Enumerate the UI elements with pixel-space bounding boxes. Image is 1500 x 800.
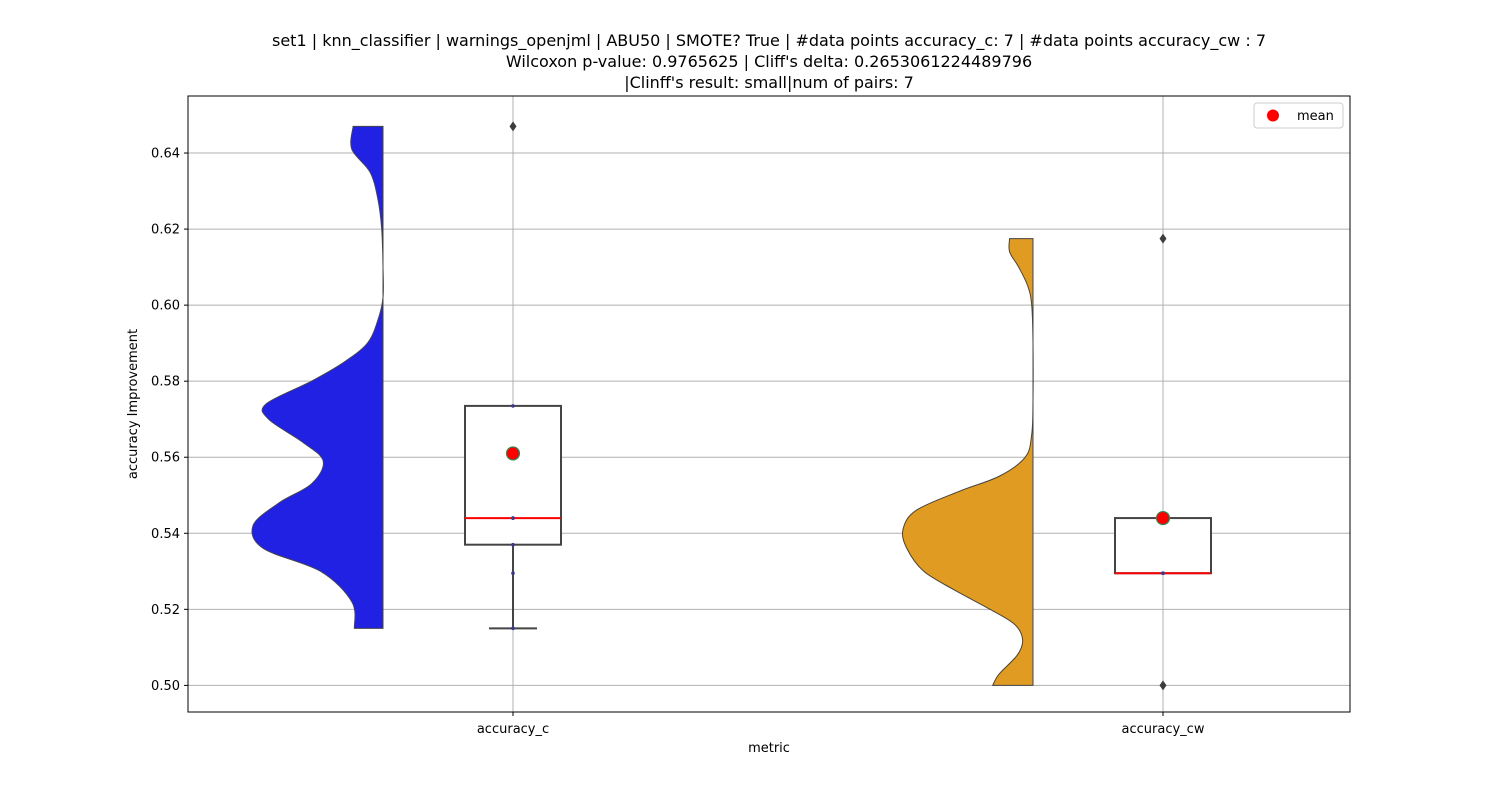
- mean-marker-accuracy_cw: [1155, 510, 1171, 526]
- y-tick-label: 0.54: [151, 527, 180, 542]
- legend-mean-label: mean: [1297, 109, 1334, 124]
- data-point-accuracy_cw: [1161, 571, 1165, 576]
- outlier-accuracy_c: [509, 121, 517, 132]
- violin-accuracy_c: [251, 125, 384, 629]
- legend-mean-marker: [1267, 109, 1279, 122]
- legend-frame: [1253, 102, 1344, 129]
- y-tick-label: 0.58: [151, 375, 180, 390]
- box-accuracy_c: [464, 404, 562, 546]
- x-axis-label: metric: [748, 741, 790, 756]
- mean-marker-accuracy_c: [505, 446, 521, 461]
- boxplots: [464, 121, 1212, 691]
- data-point-accuracy_c: [511, 542, 515, 547]
- y-axis-label: accuracy Improvement: [126, 329, 141, 479]
- chart-title-line-3: |Clinff's result: small|num of pairs: 7: [624, 73, 914, 92]
- violin-accuracy_cw: [901, 238, 1034, 686]
- legend: mean: [1253, 102, 1344, 129]
- plot-frame: [187, 95, 1351, 713]
- x-tick-label: accuracy_cw: [1122, 722, 1205, 737]
- chart-title-line-1: set1 | knn_classifier | warnings_openjml…: [272, 31, 1266, 51]
- y-tick-label: 0.60: [151, 299, 180, 314]
- outlier-accuracy_cw: [1159, 233, 1167, 244]
- y-tick-label: 0.52: [151, 603, 180, 618]
- y-axis-ticks: 0.50 0.52 0.54 0.56 0.58 0.60 0.62 0.64: [151, 147, 188, 694]
- y-tick-label: 0.56: [151, 451, 180, 466]
- chart-title-line-2: Wilcoxon p-value: 0.9765625 | Cliff's de…: [506, 52, 1032, 71]
- box-accuracy_cw: [1114, 517, 1212, 575]
- y-tick-label: 0.62: [151, 223, 180, 238]
- data-point-accuracy_c: [511, 571, 515, 576]
- data-point-accuracy_c: [511, 626, 515, 631]
- y-tick-label: 0.50: [151, 679, 180, 694]
- x-tick-label: accuracy_c: [477, 722, 549, 737]
- data-point-accuracy_c: [511, 516, 515, 520]
- outlier-accuracy_cw: [1159, 680, 1167, 691]
- violins: [251, 125, 1034, 686]
- data-point-accuracy_c: [511, 404, 515, 408]
- x-axis-ticks: accuracy_c accuracy_cw: [477, 712, 1205, 737]
- y-tick-label: 0.64: [151, 147, 180, 162]
